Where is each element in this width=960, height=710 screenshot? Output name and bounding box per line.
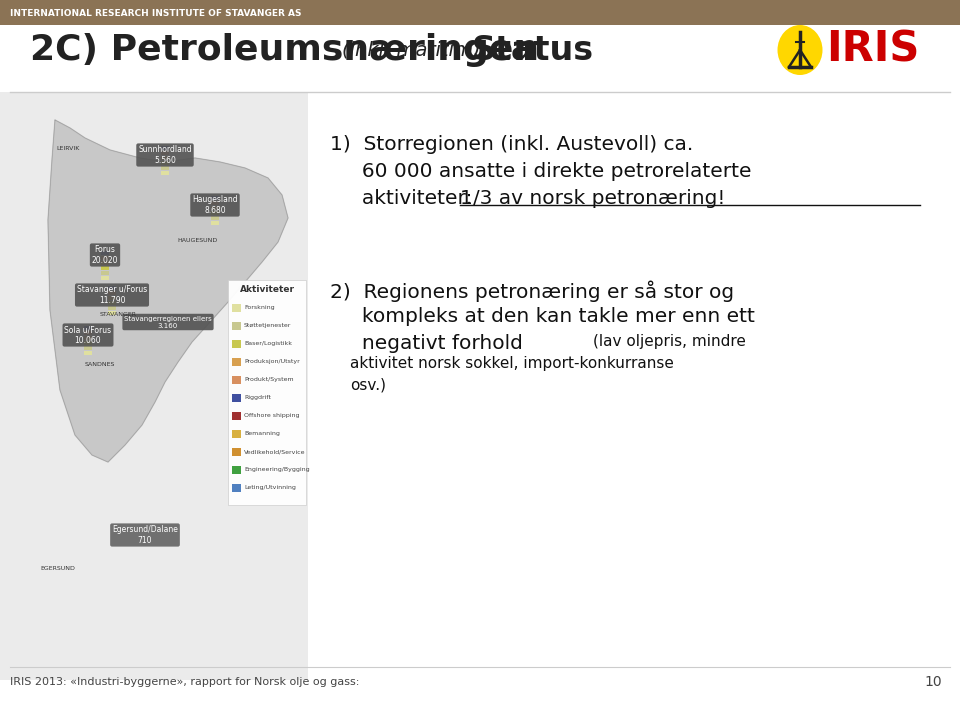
Text: Stavangerregionen ellers
3.160: Stavangerregionen ellers 3.160 (124, 315, 212, 329)
Text: Haugesland
8.680: Haugesland 8.680 (192, 195, 238, 214)
Bar (108, 306, 116, 310)
Bar (232, 484, 241, 492)
Bar (232, 304, 241, 312)
Text: Egersund/Dalane
710: Egersund/Dalane 710 (112, 525, 178, 545)
Bar (211, 196, 219, 200)
Text: Forus
20.020: Forus 20.020 (92, 245, 118, 265)
Bar (108, 301, 116, 305)
Text: Engineering/Bygging: Engineering/Bygging (244, 467, 310, 472)
Bar (108, 311, 116, 315)
Bar (228, 280, 306, 505)
Text: HAUGESUND: HAUGESUND (178, 238, 218, 243)
Bar (211, 216, 219, 220)
Bar (161, 166, 169, 170)
Bar (108, 286, 116, 290)
Text: Leting/Utvinning: Leting/Utvinning (244, 486, 296, 491)
Text: 60 000 ansatte i direkte petrorelaterte: 60 000 ansatte i direkte petrorelaterte (330, 162, 752, 181)
Text: 2C) Petroleumsnæringen: 2C) Petroleumsnæringen (30, 33, 540, 67)
Bar (211, 211, 219, 215)
Bar (101, 251, 109, 255)
Bar (232, 466, 241, 474)
Text: negativt forhold: negativt forhold (330, 334, 529, 353)
Bar (232, 448, 241, 456)
Bar (101, 261, 109, 265)
Bar (211, 206, 219, 210)
Text: IRIS 2013: «Industri-byggerne», rapport for Norsk olje og gass:: IRIS 2013: «Industri-byggerne», rapport … (10, 677, 359, 687)
Text: Riggdrift: Riggdrift (244, 395, 271, 400)
Text: Forskning: Forskning (244, 305, 275, 310)
Bar (101, 256, 109, 260)
Text: 2)  Regionens petronæring er så stor og: 2) Regionens petronæring er så stor og (330, 280, 734, 302)
Bar (232, 322, 241, 330)
Text: kompleks at den kan takle mer enn ett: kompleks at den kan takle mer enn ett (330, 307, 755, 326)
Bar (84, 331, 92, 335)
Text: Produkt/System: Produkt/System (244, 378, 294, 383)
Bar (108, 296, 116, 300)
Bar (101, 271, 109, 275)
Bar (84, 341, 92, 345)
Text: osv.): osv.) (350, 378, 386, 393)
Bar (161, 171, 169, 175)
Text: (lav oljepris, mindre: (lav oljepris, mindre (593, 334, 746, 349)
Text: Baser/Logistikk: Baser/Logistikk (244, 342, 292, 346)
Bar (232, 430, 241, 438)
Text: Produksjon/Utstyr: Produksjon/Utstyr (244, 359, 300, 364)
Ellipse shape (778, 25, 823, 75)
Bar (161, 146, 169, 150)
Bar (0, 0, 960, 25)
Text: Stavanger u/Forus
11.790: Stavanger u/Forus 11.790 (77, 285, 147, 305)
Bar (161, 156, 169, 160)
Text: Bemanning: Bemanning (244, 432, 280, 437)
Text: 1)  Storregionen (inkl. Austevoll) ca.: 1) Storregionen (inkl. Austevoll) ca. (330, 135, 693, 154)
Text: Sunnhordland
5.560: Sunnhordland 5.560 (138, 146, 192, 165)
Bar (211, 221, 219, 225)
Text: Status: Status (472, 33, 594, 67)
Text: 1/3 av norsk petronæring!: 1/3 av norsk petronæring! (460, 189, 726, 208)
Bar (108, 291, 116, 295)
Bar (84, 351, 92, 355)
Text: LEIRVIK: LEIRVIK (57, 146, 80, 151)
Bar (101, 276, 109, 280)
Text: EGERSUND: EGERSUND (40, 565, 76, 571)
Text: Aktiviteter: Aktiviteter (239, 285, 295, 295)
Text: Offshore shipping: Offshore shipping (244, 413, 300, 418)
Bar (232, 412, 241, 420)
Bar (232, 358, 241, 366)
Text: Sola u/Forus
10.060: Sola u/Forus 10.060 (64, 325, 111, 344)
Text: IRIS: IRIS (826, 29, 920, 71)
Polygon shape (48, 120, 288, 462)
Bar (232, 340, 241, 348)
Text: SANDNES: SANDNES (84, 363, 115, 368)
Bar (84, 346, 92, 350)
Bar (101, 266, 109, 270)
Text: (inkl. maritim):: (inkl. maritim): (342, 40, 493, 60)
Bar (0, 92, 308, 680)
Bar (84, 326, 92, 330)
Bar (211, 201, 219, 205)
Text: aktiviteter:: aktiviteter: (330, 189, 479, 208)
Bar (161, 151, 169, 155)
Bar (84, 336, 92, 340)
Text: STAVANGER: STAVANGER (100, 312, 136, 317)
Bar (232, 394, 241, 402)
Text: Støttetjenester: Støttetjenester (244, 324, 292, 329)
Text: aktivitet norsk sokkel, import-konkurranse: aktivitet norsk sokkel, import-konkurran… (350, 356, 674, 371)
Text: INTERNATIONAL RESEARCH INSTITUTE OF STAVANGER AS: INTERNATIONAL RESEARCH INSTITUTE OF STAV… (10, 9, 301, 18)
Text: 10: 10 (924, 675, 942, 689)
Text: Vedlikehold/Service: Vedlikehold/Service (244, 449, 305, 454)
Bar (161, 161, 169, 165)
Bar (232, 376, 241, 384)
